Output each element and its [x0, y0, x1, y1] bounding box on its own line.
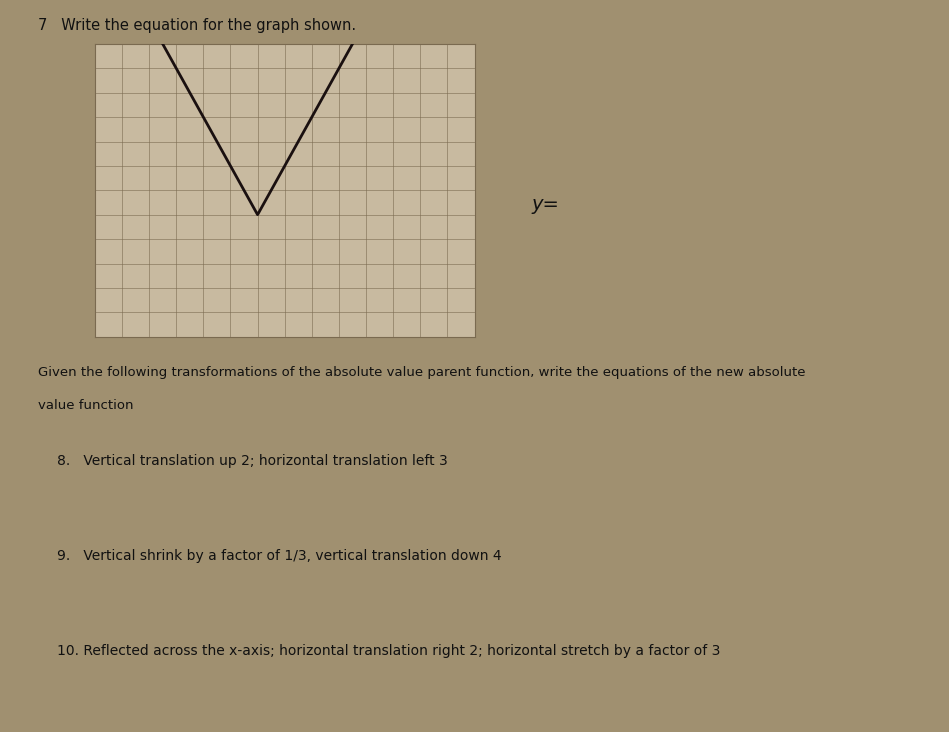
Text: 7   Write the equation for the graph shown.: 7 Write the equation for the graph shown… [38, 18, 356, 33]
Text: 8.   Vertical translation up 2; horizontal translation left 3: 8. Vertical translation up 2; horizontal… [57, 454, 448, 468]
Text: 9.   Vertical shrink by a factor of 1/3, vertical translation down 4: 9. Vertical shrink by a factor of 1/3, v… [57, 549, 502, 563]
Text: 10. Reflected across the x-axis; horizontal translation right 2; horizontal stre: 10. Reflected across the x-axis; horizon… [57, 644, 720, 658]
Text: y=: y= [531, 195, 559, 214]
Text: Given the following transformations of the absolute value parent function, write: Given the following transformations of t… [38, 366, 806, 379]
Text: value function: value function [38, 399, 134, 412]
